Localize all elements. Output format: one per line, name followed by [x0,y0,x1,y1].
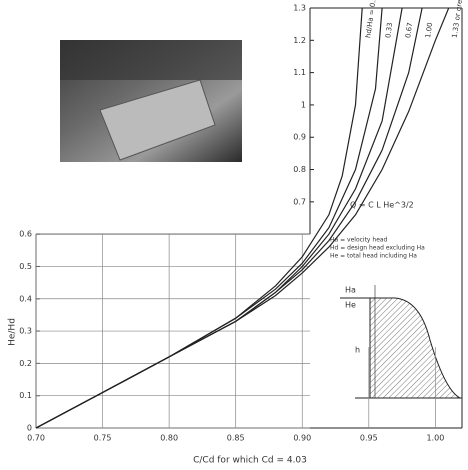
y-tick-label: 0.9 [293,133,306,142]
inset-label: He [345,301,356,310]
y-tick-label: 0.8 [293,165,306,174]
x-tick-label: 0.75 [94,434,112,443]
x-tick-label: 0.80 [160,434,178,443]
inset-label: h [355,346,360,355]
curve-label: 0.67 [404,22,414,39]
x-axis-label: C/Cd for which Cd = 4.03 [193,456,307,466]
y-tick-label: 0.2 [19,359,32,368]
y-tick-label: 0 [27,424,32,433]
x-tick-label: 1.00 [426,434,444,443]
photo [60,40,242,162]
x-tick-label: 0.90 [293,434,311,443]
curve-label: hd/Ha = 0.20 [364,0,378,39]
inset-label: Ha [345,286,356,295]
y-tick-label: 1.3 [293,4,306,13]
note: Ha = velocity head [330,237,388,244]
curve-label: 1.33 or greater [451,0,466,39]
y-tick-label: 1.1 [293,68,306,77]
y-tick-label: 0.4 [19,294,32,303]
curve-label: 1.00 [424,22,434,39]
x-tick-label: 0.85 [227,434,245,443]
x-tick-label: 0.70 [27,434,45,443]
y-tick-label: 0.7 [293,197,306,206]
inset-diagram [340,285,462,398]
note: Hd = design head excluding Ha [330,245,425,252]
y-tick-label: 0.5 [19,262,32,271]
note: He = total head including Ha [330,253,417,260]
curve-label: 0.33 [384,22,394,39]
y-tick-label: 0.6 [19,230,32,239]
chart: Q = C L He^3/2 Ha = velocity head Hd = d… [0,0,468,470]
y-tick-label: 0.3 [19,327,32,336]
y-tick-label: 1.2 [293,36,306,45]
y-tick-label: 1 [301,100,306,109]
x-tick-label: 0.95 [360,434,378,443]
y-tick-label: 0.1 [19,391,32,400]
y-axis-label: He/Hd [8,318,18,346]
